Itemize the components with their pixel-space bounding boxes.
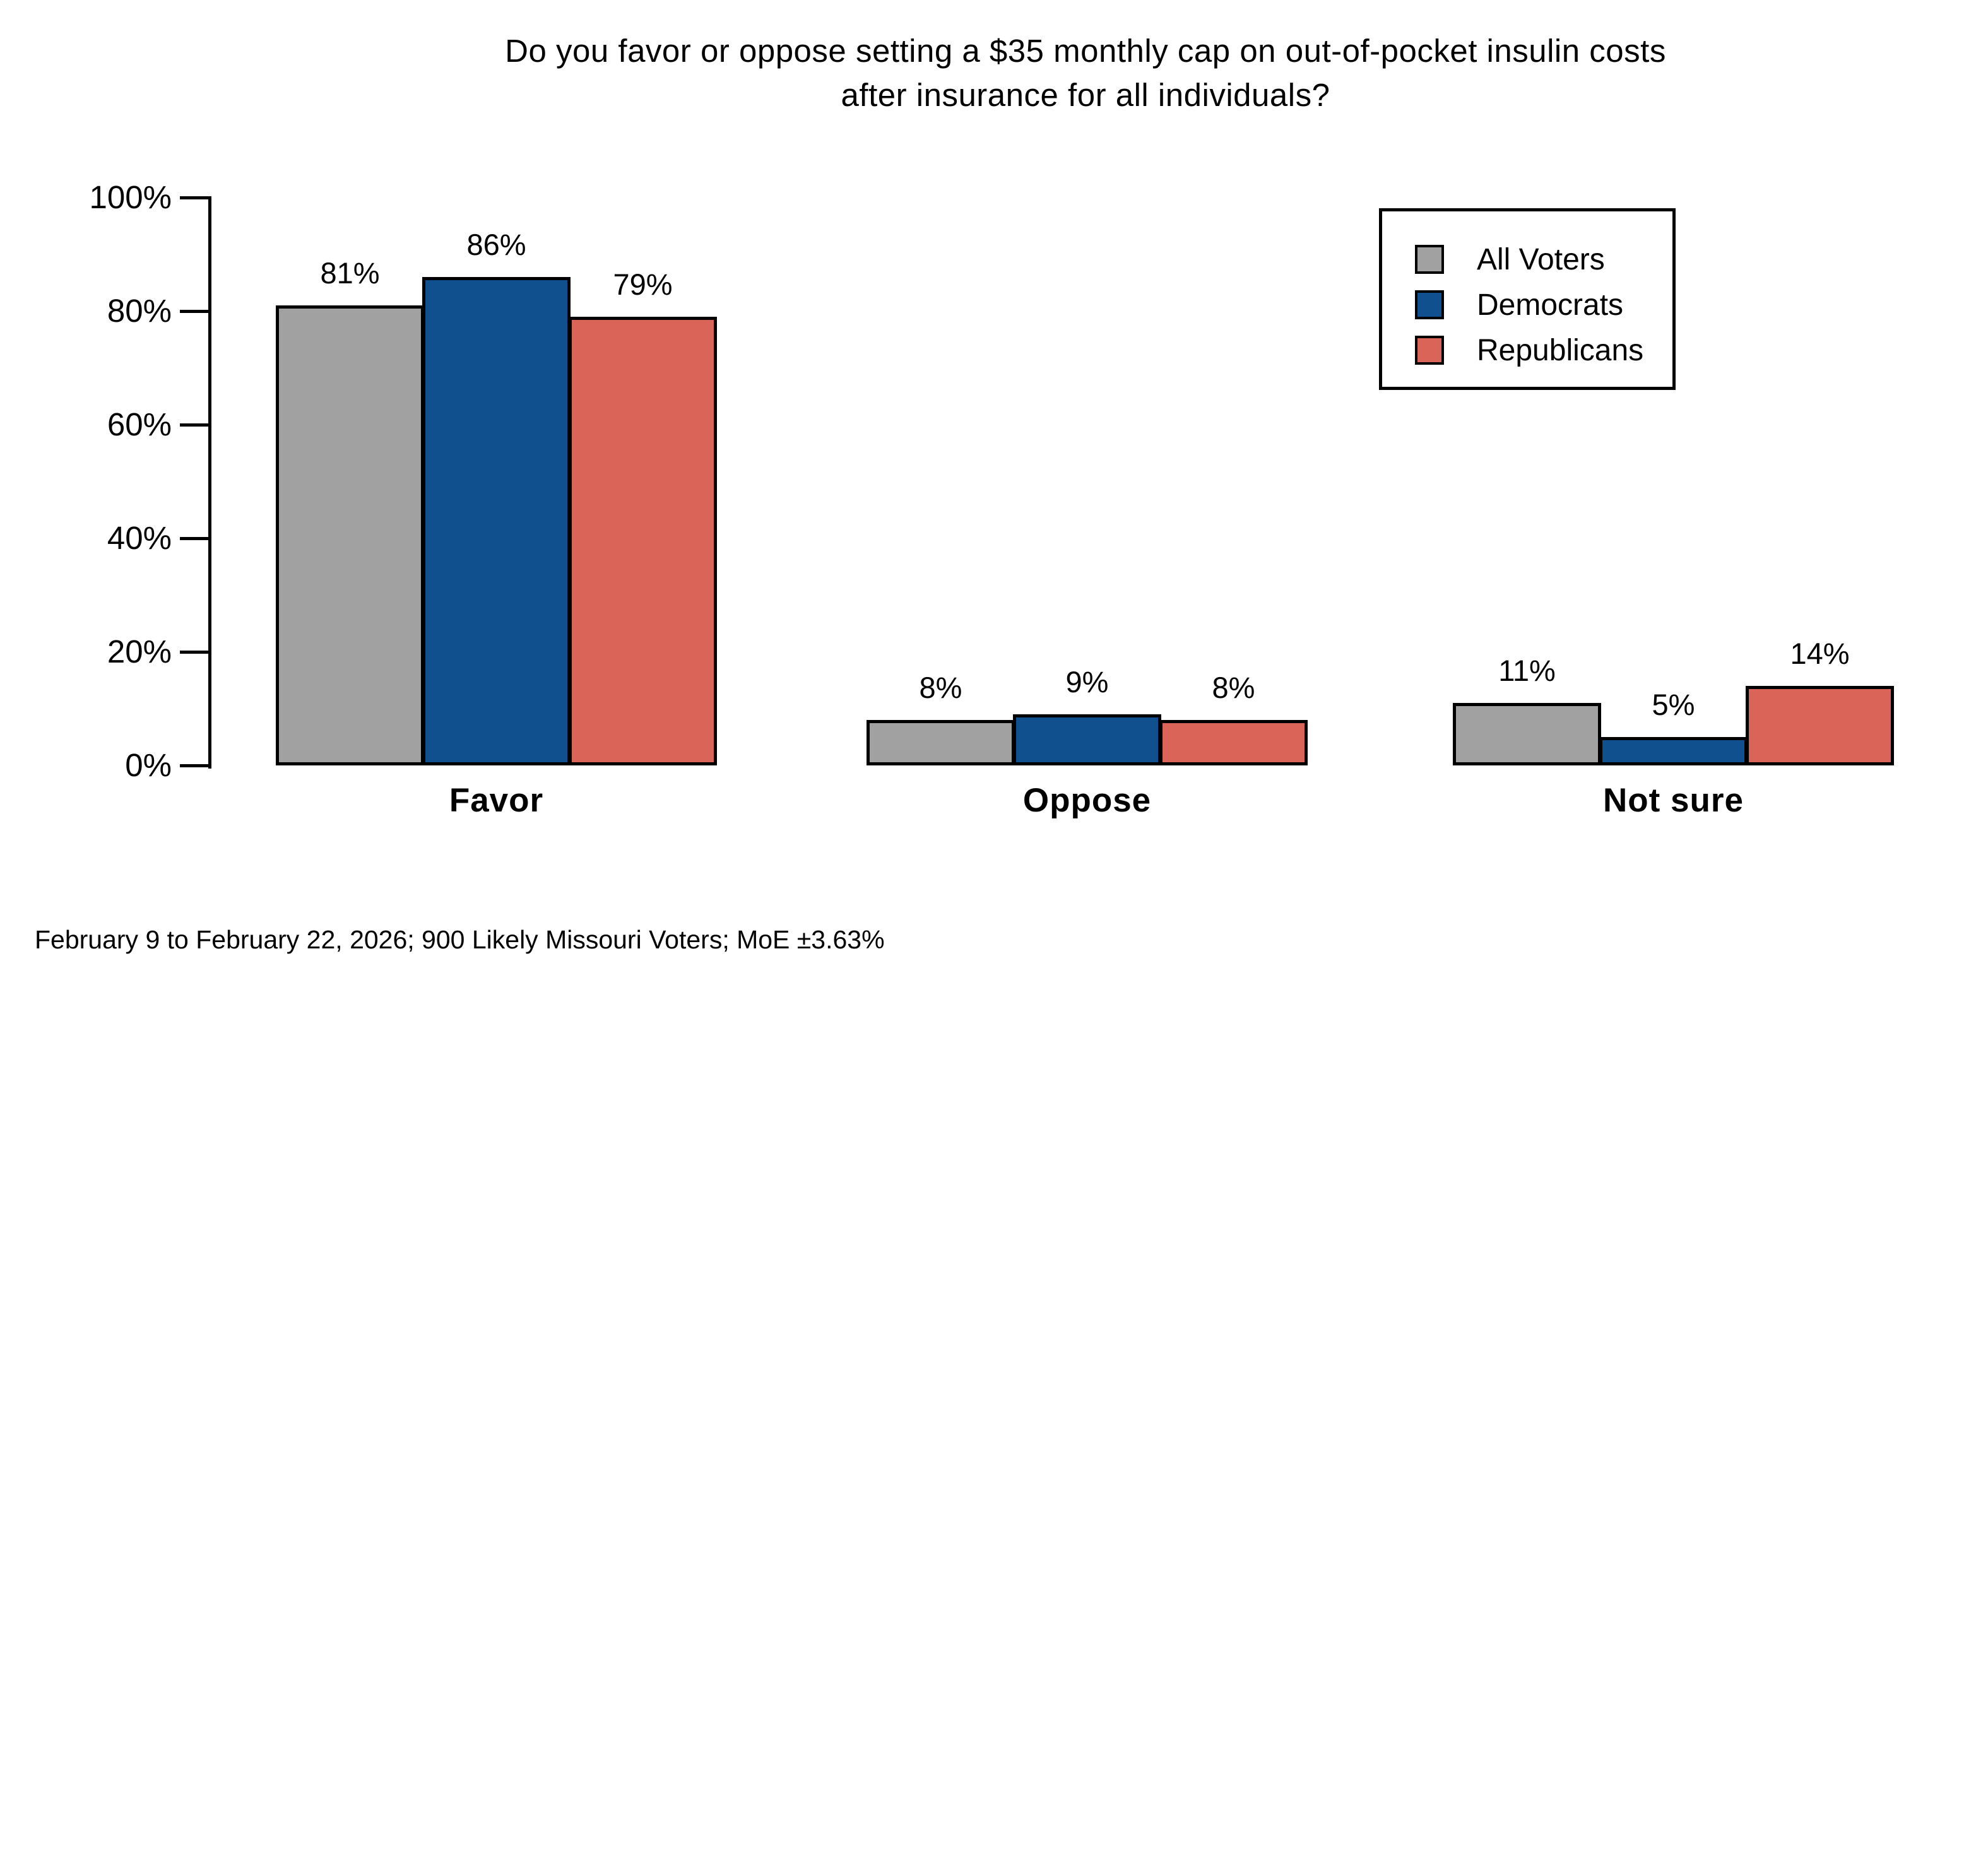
bar-oppose-republicans <box>1159 720 1308 765</box>
value-label-favor-all-voters: 81% <box>320 256 380 290</box>
legend-item-democrats: Democrats <box>1415 288 1624 322</box>
value-label-not-sure-democrats: 5% <box>1652 688 1695 721</box>
bar-favor-republicans <box>569 317 717 765</box>
y-axis-tick-label-80: 80% <box>107 293 172 329</box>
bar-favor-democrats <box>422 277 571 765</box>
y-axis-tick-label-100: 100% <box>89 179 172 215</box>
survey-footnote: February 9 to February 22, 2026; 900 Lik… <box>35 925 885 954</box>
x-label-not-sure: Not sure <box>1603 782 1744 819</box>
bar-favor-all-voters <box>276 305 424 765</box>
bar-group-favor: 81% 86% 79% Favor <box>276 198 717 819</box>
chart-title-line1: Do you favor or oppose setting a $35 mon… <box>505 33 1666 69</box>
bar-not-sure-all-voters <box>1453 703 1601 765</box>
bar-not-sure-democrats <box>1599 737 1748 765</box>
y-axis-line <box>208 196 211 769</box>
bar-oppose-democrats <box>1013 714 1161 765</box>
chart-title-line2: after insurance for all individuals? <box>841 77 1330 113</box>
value-label-oppose-all-voters: 8% <box>919 671 962 704</box>
bar-not-sure-republicans <box>1746 686 1894 765</box>
value-label-favor-republicans: 79% <box>613 268 673 301</box>
y-axis-tick-label-60: 60% <box>107 406 172 442</box>
y-axis-tick-label-0: 0% <box>125 747 172 783</box>
bar-group-not-sure: 11% 5% 14% Not sure <box>1453 198 1894 819</box>
poll-chart-page: Do you favor or oppose setting a $35 mon… <box>35 29 1988 994</box>
value-label-oppose-republicans: 8% <box>1212 671 1255 704</box>
bar-oppose-all-voters <box>867 720 1015 765</box>
y-axis: 0% 20% 40% 60% 80% 100% <box>89 179 211 783</box>
plot-area: 81% 86% 79% Favor 8% 9% 8% Oppose 11% 5% 14% Not su… <box>276 198 1894 819</box>
chart-title: Do you favor or oppose setting a $35 mon… <box>211 29 1960 117</box>
legend-label-all-voters: All Voters <box>1477 242 1605 276</box>
y-axis-tick-0 <box>180 764 211 767</box>
x-label-oppose: Oppose <box>1022 782 1152 819</box>
y-axis-tick-label-40: 40% <box>107 520 172 556</box>
y-axis-tick-80 <box>180 310 211 313</box>
legend-label-republicans: Republicans <box>1477 333 1644 367</box>
legend-swatch-republicans <box>1415 336 1444 365</box>
branding-block: SLU POLL SAINT LOUIS UNIVERSITY.TM YouGo… <box>1439 877 1988 994</box>
legend-label-democrats: Democrats <box>1477 288 1624 322</box>
bar-group-oppose: 8% 9% 8% Oppose <box>867 198 1308 819</box>
value-label-favor-democrats: 86% <box>466 228 526 261</box>
legend-swatch-all-voters <box>1415 245 1444 274</box>
value-label-not-sure-republicans: 14% <box>1790 637 1850 670</box>
y-axis-tick-40 <box>180 537 211 540</box>
legend-item-republicans: Republicans <box>1415 333 1644 367</box>
value-label-oppose-democrats: 9% <box>1065 665 1109 699</box>
y-axis-tick-20 <box>180 651 211 654</box>
legend: All Voters Democrats Republicans <box>1379 208 1676 390</box>
y-axis-tick-60 <box>180 423 211 427</box>
legend-item-all-voters: All Voters <box>1415 242 1605 276</box>
x-label-favor: Favor <box>449 782 544 819</box>
legend-swatch-democrats <box>1415 290 1444 319</box>
value-label-not-sure-all-voters: 11% <box>1498 654 1556 687</box>
y-axis-tick-label-20: 20% <box>107 634 172 670</box>
y-axis-tick-100 <box>180 196 211 199</box>
